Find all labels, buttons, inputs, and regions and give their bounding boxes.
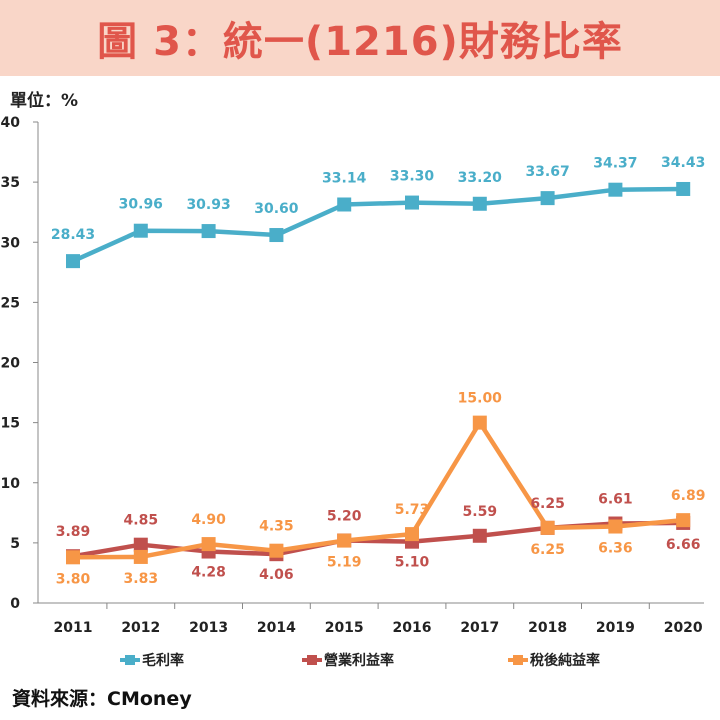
data-label: 34.43 — [661, 155, 705, 171]
data-label: 4.90 — [191, 512, 226, 528]
data-label: 34.37 — [593, 156, 637, 172]
series-3-marker — [201, 537, 216, 552]
data-label: 30.60 — [254, 201, 299, 217]
data-label: 30.93 — [186, 197, 230, 213]
x-tick-label: 2012 — [121, 620, 160, 636]
x-tick-label: 2014 — [257, 620, 296, 636]
series-2-marker — [472, 528, 487, 543]
y-tick-label: 0 — [10, 596, 20, 612]
data-label: 4.06 — [259, 567, 294, 583]
series-1-marker — [337, 197, 352, 212]
legend-marker — [307, 655, 317, 665]
data-label: 5.59 — [463, 504, 498, 520]
chart-title: 圖 3：統一(1216)財務比率 — [97, 19, 623, 65]
legend-marker — [513, 655, 523, 665]
data-label: 4.28 — [191, 565, 226, 581]
data-label: 33.67 — [525, 164, 569, 180]
data-label: 5.73 — [395, 502, 430, 518]
series-3-marker — [608, 519, 623, 534]
series-3-marker — [472, 415, 487, 430]
data-label: 6.66 — [666, 537, 701, 553]
x-tick-label: 2020 — [664, 620, 703, 636]
chart-series — [66, 181, 691, 565]
source-note: 資料來源：CMoney — [12, 688, 192, 710]
x-tick-label: 2016 — [393, 620, 432, 636]
data-label: 6.89 — [671, 488, 706, 504]
x-tick-label: 2019 — [596, 620, 635, 636]
x-tick-label: 2015 — [325, 620, 364, 636]
series-3-marker — [337, 533, 352, 548]
data-label: 4.85 — [124, 513, 159, 529]
unit-label: 單位：% — [10, 91, 79, 111]
x-tick-label: 2011 — [54, 620, 93, 636]
data-label: 33.30 — [390, 169, 435, 185]
data-label: 6.36 — [598, 541, 633, 557]
series-2-marker — [133, 537, 148, 552]
series-1-marker — [201, 224, 216, 239]
title-banner: 圖 3：統一(1216)財務比率 — [0, 0, 720, 76]
series-3-marker — [676, 513, 691, 528]
chart-axes: 0 5 10 15 20 25 30 35 40 2011 2012 2013 2014 2015 2016… — [1, 115, 704, 636]
y-tick-label: 5 — [10, 536, 20, 552]
legend-label: 毛利率 — [142, 652, 184, 669]
line-chart: 0 5 10 15 20 25 30 35 40 2011 2012 2013 2014 2015 2016… — [1, 115, 706, 669]
data-label: 3.80 — [56, 571, 91, 587]
legend-label: 稅後純益率 — [530, 652, 600, 669]
data-label: 5.20 — [327, 508, 362, 524]
series-1-marker — [472, 196, 487, 211]
series-1-marker — [676, 181, 691, 196]
y-tick-label: 35 — [1, 175, 20, 191]
data-label: 5.10 — [395, 555, 430, 571]
series-1-marker — [608, 182, 623, 197]
chart-data-labels: 28.43 30.96 30.93 30.60 33.14 33.30 33.20 33.67… — [51, 155, 706, 587]
series-3-marker — [66, 550, 80, 565]
series-3-marker — [540, 520, 555, 535]
y-tick-label: 10 — [1, 476, 21, 492]
series-1-marker — [540, 191, 555, 206]
data-label: 3.89 — [56, 524, 91, 540]
data-label: 15.00 — [458, 391, 503, 407]
x-tick-label: 2013 — [189, 620, 228, 636]
data-label: 3.83 — [124, 571, 159, 587]
legend-label: 營業利益率 — [324, 652, 394, 669]
data-label: 5.19 — [327, 555, 362, 571]
y-tick-label: 40 — [1, 115, 21, 131]
y-tick-label: 30 — [1, 235, 21, 251]
series-line-1 — [72, 186, 684, 264]
y-tick-label: 15 — [1, 416, 20, 432]
series-3-marker — [269, 543, 284, 558]
y-tick-label: 20 — [1, 356, 21, 372]
series-3-marker — [133, 549, 148, 564]
legend-marker — [125, 655, 135, 665]
series-line-3 — [72, 420, 684, 560]
data-label: 4.35 — [259, 519, 294, 535]
series-1-marker — [405, 195, 419, 210]
x-tick-label: 2018 — [528, 620, 567, 636]
chart-legend: 毛利率 營業利益率 稅後純益率 — [120, 652, 600, 669]
data-label: 33.14 — [322, 170, 367, 186]
series-1-marker — [133, 223, 148, 238]
series-1-marker — [269, 228, 284, 243]
data-label: 6.25 — [530, 496, 565, 512]
data-label: 30.96 — [119, 197, 163, 213]
data-label: 33.20 — [458, 170, 503, 186]
data-label: 28.43 — [51, 227, 95, 243]
data-label: 6.61 — [598, 492, 633, 508]
series-1-marker — [66, 254, 80, 269]
data-label: 6.25 — [530, 542, 565, 558]
series-3-marker — [405, 527, 419, 542]
x-tick-label: 2017 — [460, 620, 499, 636]
y-tick-label: 25 — [1, 295, 20, 311]
